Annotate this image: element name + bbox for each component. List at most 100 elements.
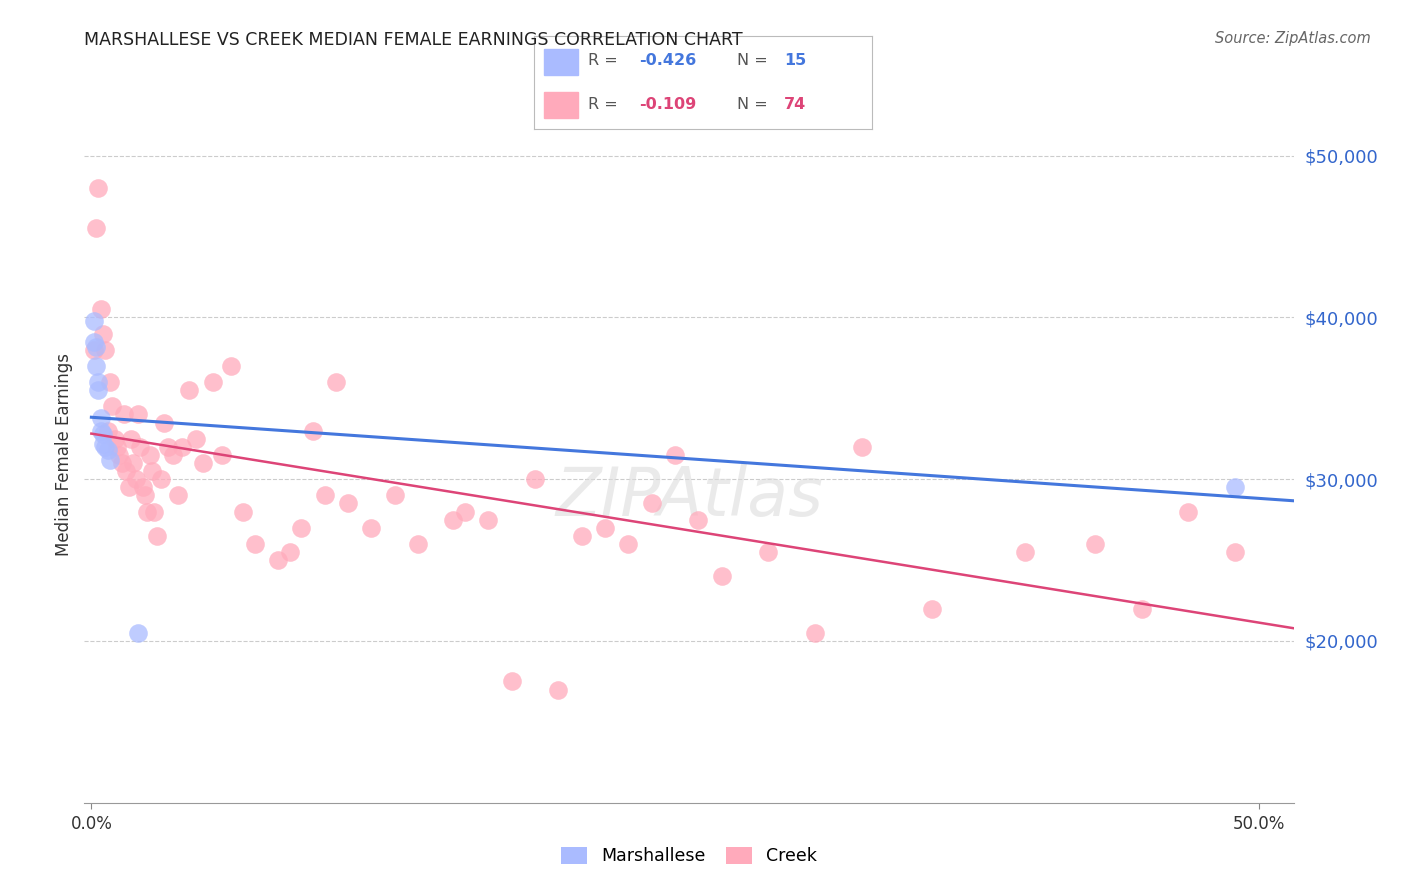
Point <box>129 440 152 454</box>
Point <box>1223 545 1246 559</box>
Point <box>179 383 201 397</box>
Point <box>664 448 686 462</box>
Point <box>152 416 174 430</box>
Point <box>84 221 107 235</box>
Point <box>98 452 121 467</box>
Bar <box>544 49 578 75</box>
Point <box>91 436 114 450</box>
Point <box>1014 545 1036 559</box>
Point <box>166 488 188 502</box>
Point <box>547 682 569 697</box>
Point <box>186 432 208 446</box>
Point <box>454 504 477 518</box>
Point <box>145 529 167 543</box>
Text: Source: ZipAtlas.com: Source: ZipAtlas.com <box>1215 31 1371 46</box>
Point <box>115 464 138 478</box>
Point <box>97 443 120 458</box>
Text: 15: 15 <box>785 54 806 69</box>
Point <box>127 626 149 640</box>
Y-axis label: Median Female Earnings: Median Female Earnings <box>55 353 73 557</box>
Point <box>90 410 112 425</box>
Point <box>325 375 347 389</box>
Point <box>1130 601 1153 615</box>
Point <box>112 408 135 422</box>
Point <box>501 674 523 689</box>
Text: ZIPAtlas: ZIPAtlas <box>555 464 823 530</box>
Point <box>127 408 149 422</box>
Point <box>125 472 148 486</box>
Point <box>523 472 546 486</box>
Legend: Marshallese, Creek: Marshallese, Creek <box>553 838 825 874</box>
Point <box>314 488 336 502</box>
Point <box>710 569 733 583</box>
Point <box>221 359 243 373</box>
Point <box>132 480 155 494</box>
Point <box>83 334 105 349</box>
Point <box>278 545 301 559</box>
Point <box>90 424 112 438</box>
Point <box>98 375 121 389</box>
Text: N =: N = <box>737 54 773 69</box>
Point <box>105 440 128 454</box>
Point <box>201 375 224 389</box>
Point <box>90 302 112 317</box>
Point <box>804 626 827 640</box>
Point <box>101 400 124 414</box>
Point <box>104 432 127 446</box>
Point <box>193 456 215 470</box>
Point <box>851 440 873 454</box>
Point <box>87 181 110 195</box>
Point <box>122 456 145 470</box>
Point <box>87 383 110 397</box>
Point <box>267 553 290 567</box>
Point <box>111 456 134 470</box>
Point <box>91 426 114 441</box>
Text: 74: 74 <box>785 96 806 112</box>
Point <box>290 521 312 535</box>
Bar <box>544 92 578 118</box>
Point <box>84 339 107 353</box>
Point <box>84 359 107 373</box>
Point <box>302 424 325 438</box>
Point <box>571 529 593 543</box>
Point <box>243 537 266 551</box>
Point <box>593 521 616 535</box>
Point <box>97 424 120 438</box>
Point <box>756 545 779 559</box>
Point <box>87 375 110 389</box>
Point <box>406 537 429 551</box>
Point <box>441 513 464 527</box>
Point <box>83 343 105 357</box>
Point <box>211 448 233 462</box>
Point <box>384 488 406 502</box>
Point <box>138 448 160 462</box>
Point <box>640 496 662 510</box>
Text: R =: R = <box>588 96 623 112</box>
Point <box>1177 504 1199 518</box>
Point <box>617 537 640 551</box>
Point <box>688 513 710 527</box>
Point <box>172 440 194 454</box>
Point <box>921 601 943 615</box>
Text: -0.109: -0.109 <box>638 96 696 112</box>
Point <box>162 448 184 462</box>
Text: R =: R = <box>588 54 623 69</box>
Point <box>94 440 117 454</box>
Point <box>143 504 166 518</box>
Text: MARSHALLESE VS CREEK MEDIAN FEMALE EARNINGS CORRELATION CHART: MARSHALLESE VS CREEK MEDIAN FEMALE EARNI… <box>84 31 742 49</box>
Text: -0.426: -0.426 <box>638 54 696 69</box>
Point <box>94 343 117 357</box>
Text: N =: N = <box>737 96 773 112</box>
Point <box>141 464 163 478</box>
Point <box>477 513 499 527</box>
Point <box>108 448 131 462</box>
Point <box>134 488 156 502</box>
Point <box>83 313 105 327</box>
Point <box>150 472 173 486</box>
Point <box>360 521 382 535</box>
Point <box>120 432 142 446</box>
Point <box>118 480 141 494</box>
Point <box>1084 537 1107 551</box>
Point <box>157 440 180 454</box>
Point <box>1223 480 1246 494</box>
